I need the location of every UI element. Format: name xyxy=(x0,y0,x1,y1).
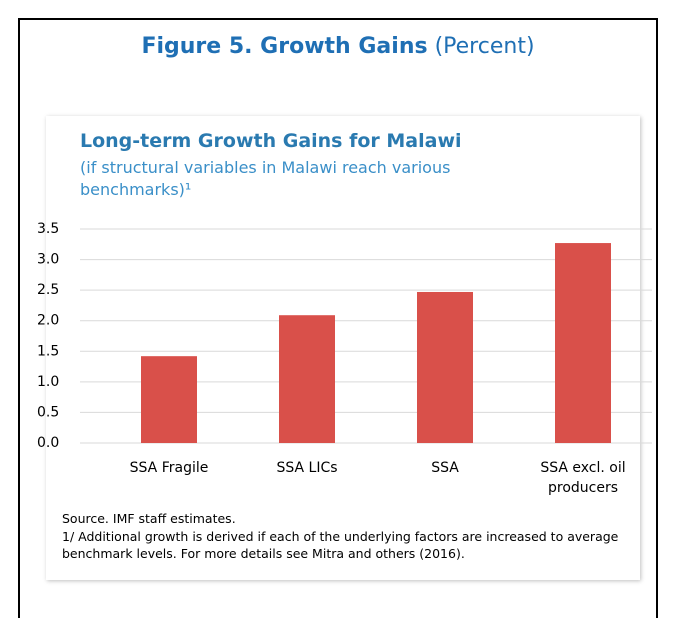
y-tick-label: 3.5 xyxy=(37,221,59,237)
chart-subtitle: (if structural variables in Malawi reach… xyxy=(80,158,451,199)
x-tick-label: SSA xyxy=(431,460,459,476)
figure-title: Figure 5. Growth Gains (Percent) xyxy=(18,34,658,59)
bar xyxy=(555,243,611,443)
y-tick-label: 1.5 xyxy=(37,343,59,359)
footnote: 1/ Additional growth is derived if each … xyxy=(62,529,619,561)
figure-unit: (Percent) xyxy=(434,34,535,59)
source-note: Source. IMF staff estimates. xyxy=(62,511,236,526)
bar xyxy=(279,315,335,443)
y-tick-label: 3.0 xyxy=(37,252,59,268)
figure-title-text: Figure 5. Growth Gains xyxy=(141,34,428,59)
y-tick-label: 2.5 xyxy=(37,282,59,298)
chart-panel xyxy=(46,116,640,580)
y-tick-label: 2.0 xyxy=(37,313,59,329)
y-tick-label: 0.5 xyxy=(37,404,59,420)
frame xyxy=(18,18,658,618)
x-tick-label: SSA excl. oil producers xyxy=(540,460,626,496)
chart-title: Long-term Growth Gains for Malawi xyxy=(80,130,462,152)
y-tick-label: 0.0 xyxy=(37,435,59,451)
y-tick-label: 1.0 xyxy=(37,374,59,390)
bar xyxy=(141,356,197,443)
x-tick-label: SSA Fragile xyxy=(129,460,209,476)
x-tick-label: SSA LICs xyxy=(276,460,338,476)
bar xyxy=(417,291,473,443)
